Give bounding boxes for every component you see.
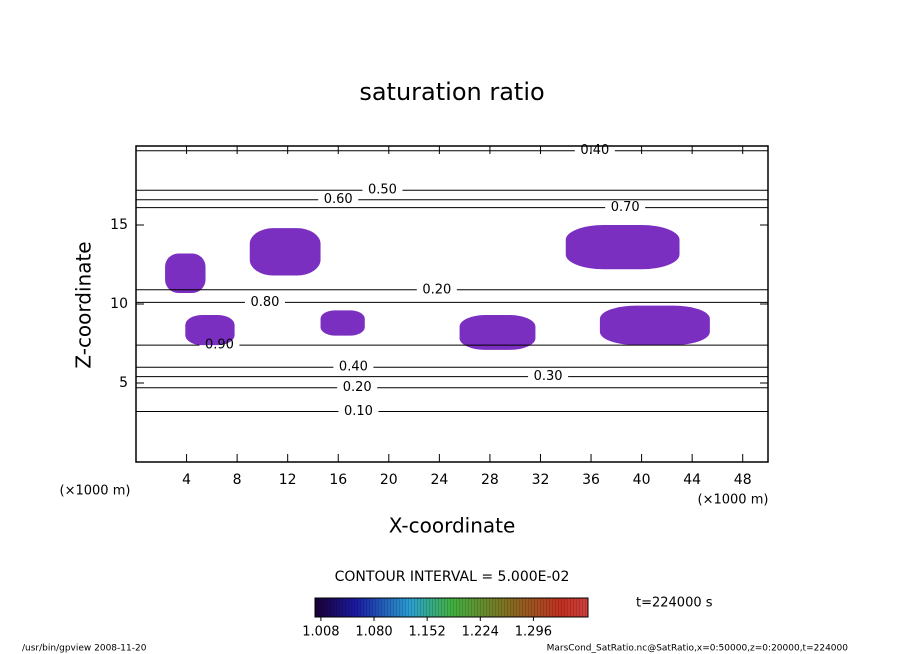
contour-label: 0.90 — [205, 338, 234, 353]
contour-label: 0.40 — [339, 360, 368, 375]
x-unit: (×1000 m) — [698, 493, 769, 508]
contour-label: 0.80 — [250, 295, 279, 310]
y-tick-label: 5 — [119, 375, 128, 391]
footer-left: /usr/bin/gpview 2008-11-20 — [22, 644, 147, 654]
x-tick-label: 36 — [582, 472, 600, 488]
x-tick-label: 24 — [430, 472, 448, 488]
colorbar-tick-label: 1.296 — [515, 625, 552, 640]
y-axis-label: Z-coordinate — [72, 241, 96, 368]
x-tick-label: 12 — [279, 472, 297, 488]
x-tick-label: 16 — [329, 472, 347, 488]
chart-title: saturation ratio — [359, 78, 544, 106]
x-tick-label: 28 — [481, 472, 499, 488]
x-tick-label: 40 — [633, 472, 651, 488]
y-tick-label: 10 — [110, 296, 128, 312]
contour-label: 0.40 — [580, 143, 609, 158]
y-tick-label: 15 — [110, 217, 128, 233]
contour-label: 0.20 — [422, 282, 451, 297]
x-tick-label: 48 — [734, 472, 752, 488]
x-tick-label: 32 — [532, 472, 550, 488]
shaded-region — [249, 228, 321, 276]
shaded-region — [165, 253, 206, 293]
shaded-region — [565, 225, 680, 270]
colorbar-stripes — [315, 598, 588, 617]
contour-label: 0.50 — [368, 183, 397, 198]
colorbar-tick-label: 1.080 — [355, 625, 392, 640]
colorbar-tick-label: 1.224 — [462, 625, 499, 640]
x-tick-label: 4 — [182, 472, 191, 488]
time-label: t=224000 s — [636, 596, 713, 611]
contour-label: 0.20 — [343, 380, 372, 395]
x-tick-label: 8 — [233, 472, 242, 488]
colorbar-tick-label: 1.008 — [302, 625, 339, 640]
shaded-region — [599, 305, 710, 346]
shaded-region — [320, 310, 365, 336]
x-axis-label: X-coordinate — [389, 514, 516, 538]
shaded-region — [459, 315, 536, 350]
x-tick-label: 44 — [683, 472, 701, 488]
contour-label: 0.30 — [534, 369, 563, 384]
contour-label: 0.10 — [344, 404, 373, 419]
shaded-region — [185, 315, 235, 346]
colorbar-tick-label: 1.152 — [409, 625, 446, 640]
x-tick-label: 20 — [380, 472, 398, 488]
contour-label: 0.70 — [611, 200, 640, 215]
contour-interval: CONTOUR INTERVAL = 5.000E-02 — [335, 569, 570, 585]
y-unit: (×1000 m) — [60, 484, 131, 499]
footer-right: MarsCond_SatRatio.nc@SatRatio,x=0:50000,… — [547, 644, 849, 654]
contour-label: 0.60 — [324, 192, 353, 207]
plot-frame — [135, 145, 769, 463]
